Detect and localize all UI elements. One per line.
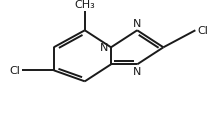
Text: N: N — [133, 19, 141, 29]
Text: CH₃: CH₃ — [74, 0, 95, 10]
Text: Cl: Cl — [9, 66, 20, 76]
Text: N: N — [100, 43, 108, 53]
Text: N: N — [133, 67, 141, 77]
Text: Cl: Cl — [197, 26, 208, 36]
